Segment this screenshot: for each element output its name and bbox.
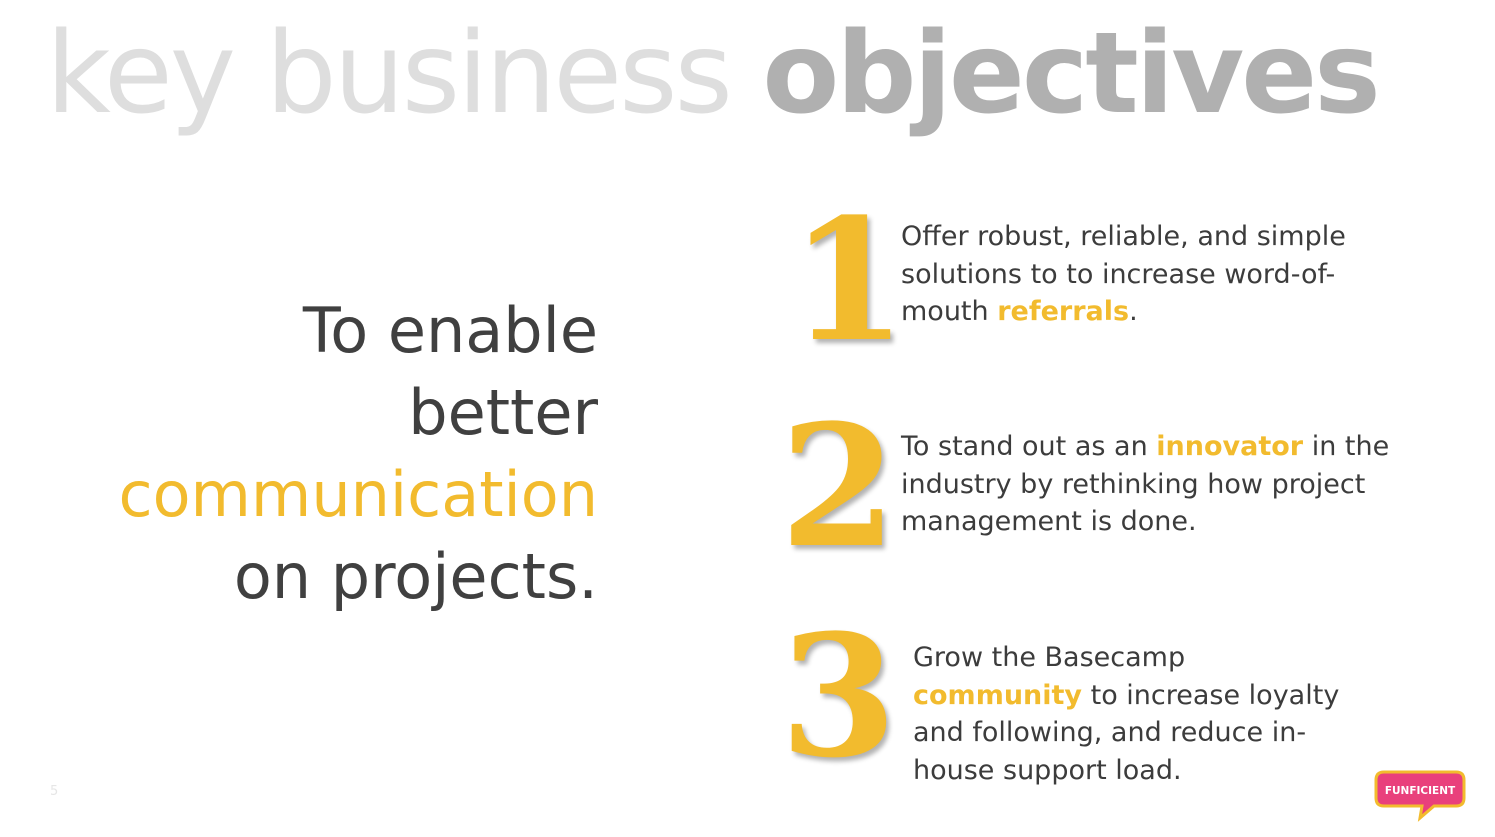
objective-3-before: Grow the Basecamp	[913, 642, 1186, 673]
objective-number-1: 1	[790, 181, 907, 379]
mission-statement: To enable better communication on projec…	[119, 290, 598, 618]
objective-number-3: 3	[780, 597, 897, 795]
objective-text-3: Grow the Basecamp community to increase …	[913, 639, 1353, 789]
statement-line-4: on projects.	[233, 540, 598, 613]
page-number: 5	[50, 784, 59, 799]
statement-line-2: better	[408, 376, 598, 449]
objective-1-keyword: referrals	[997, 296, 1130, 327]
objective-2-keyword: innovator	[1156, 431, 1304, 462]
statement-line-3-highlight: communication	[118, 458, 598, 531]
funficient-logo-icon: FUNFICIENT	[1374, 770, 1466, 822]
objective-3-after: to increase loyalty and following, and r…	[913, 679, 1340, 786]
objective-1-after: .	[1129, 296, 1138, 327]
objective-2-before: To stand out as an	[901, 431, 1157, 462]
logo-text: FUNFICIENT	[1385, 785, 1456, 797]
objective-text-1: Offer robust, reliable, and simple solut…	[901, 218, 1371, 331]
statement-line-1: To enable	[302, 294, 598, 367]
objective-number-2: 2	[780, 387, 897, 585]
funficient-logo: FUNFICIENT	[1374, 766, 1466, 822]
objective-1-before: Offer robust, reliable, and simple solut…	[901, 221, 1346, 327]
slide-title: key business objectives	[46, 4, 1381, 144]
objective-2-after: in the industry by rethinking how projec…	[901, 431, 1390, 537]
title-bold-text: objectives	[762, 9, 1380, 139]
objective-text-2: To stand out as an innovator in the indu…	[901, 428, 1421, 541]
objective-3-keyword: community	[913, 679, 1083, 711]
title-light-text: key business	[46, 9, 733, 139]
